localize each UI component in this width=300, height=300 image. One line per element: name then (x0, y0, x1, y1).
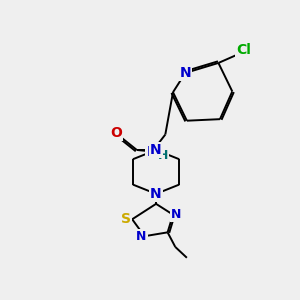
Text: N: N (150, 143, 162, 157)
Text: N: N (146, 145, 158, 158)
Text: N: N (136, 230, 147, 243)
Text: N: N (179, 66, 191, 80)
Text: Cl: Cl (236, 43, 251, 57)
Text: S: S (121, 212, 131, 226)
Text: N: N (150, 187, 162, 201)
Text: O: O (110, 126, 122, 140)
Text: N: N (171, 208, 181, 221)
Text: H: H (158, 149, 168, 162)
